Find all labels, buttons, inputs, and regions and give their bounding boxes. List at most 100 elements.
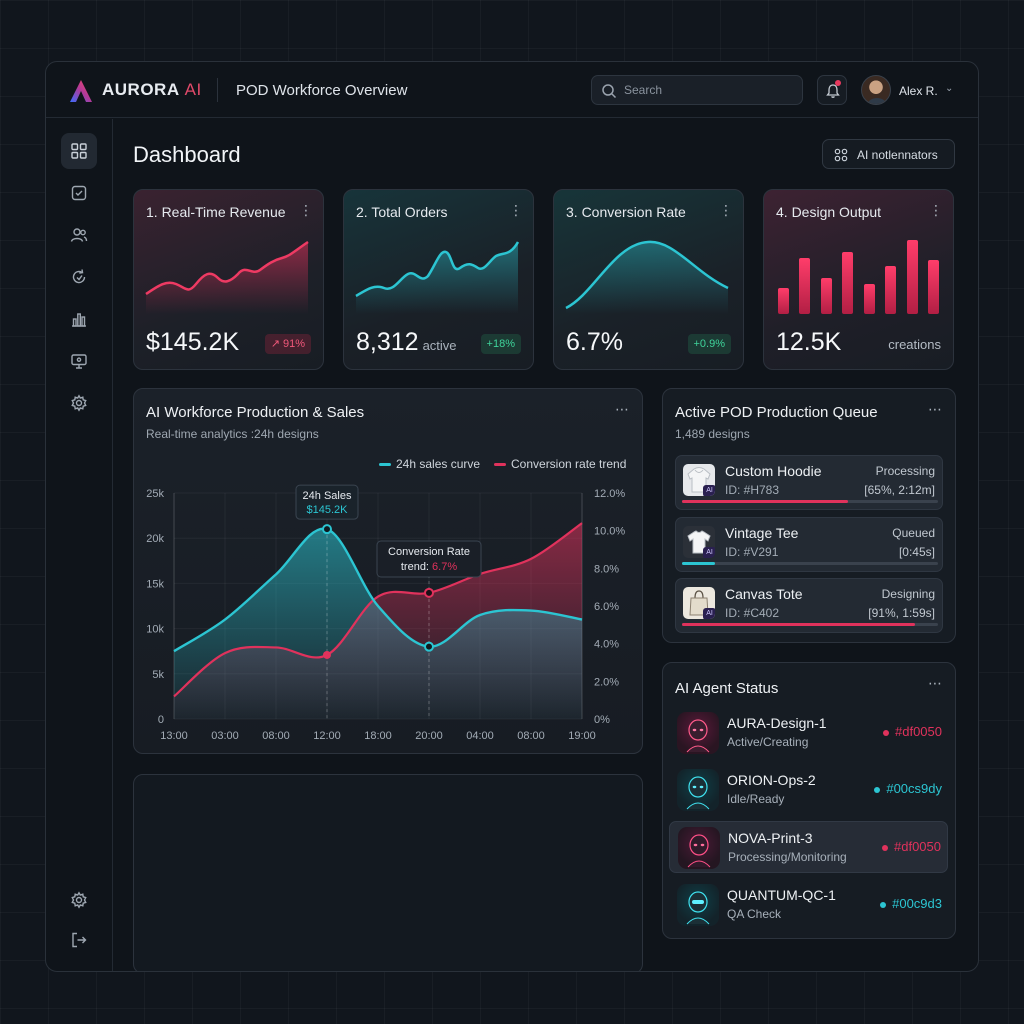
page-title: POD Workforce Overview bbox=[236, 82, 408, 99]
sidebar-item-settings[interactable] bbox=[61, 385, 97, 421]
y-tick-label-right: 12.0% bbox=[594, 488, 625, 500]
settings-icon bbox=[71, 891, 87, 909]
x-tick-label: 12:00 bbox=[313, 730, 341, 742]
more-horizontal-icon[interactable]: ⋯ bbox=[615, 401, 630, 417]
user-avatar[interactable] bbox=[861, 75, 891, 105]
sales-line bbox=[173, 527, 583, 653]
conversion-line bbox=[173, 522, 583, 698]
x-tick-label: 13:00 bbox=[160, 730, 188, 742]
queue-item[interactable]: AI Canvas Tote ID: #C402 Designing [91%,… bbox=[675, 578, 943, 633]
x-tick-label: 03:00 bbox=[211, 730, 239, 742]
sidebar-item-team[interactable] bbox=[61, 217, 97, 253]
conversion-tooltip bbox=[376, 540, 482, 578]
kpi-unit: creations bbox=[888, 337, 941, 352]
kpi-badge: ↗ 91% bbox=[264, 334, 311, 354]
legend-sales: 24h sales curve bbox=[379, 457, 480, 471]
agent-row[interactable]: AURA-Design-1 Active/Creating #df0050 bbox=[669, 707, 948, 759]
agent-status-panel: AI Agent Status ⋯ AURA-Design-1 Active/C… bbox=[662, 662, 956, 939]
sidebar-item-dashboard[interactable] bbox=[61, 133, 97, 169]
grid-icon bbox=[71, 143, 87, 159]
y-tick-label-right: 4.0% bbox=[594, 639, 619, 651]
y-tick-label-left: 15k bbox=[146, 578, 164, 590]
logout-icon bbox=[72, 932, 87, 948]
y-tick-label-right: 8.0% bbox=[594, 563, 619, 575]
production-sales-chart: 25k 20k 15k 10k 5k 0 12.0% 10.0% 8.0% 6.0% 4.0% 2.0… bbox=[146, 484, 625, 742]
sales-tooltip bbox=[295, 484, 359, 520]
kpi-value-number: 8,312 bbox=[356, 328, 419, 356]
x-tick-label: 04:00 bbox=[466, 730, 494, 742]
sidebar-bottom-settings[interactable] bbox=[61, 882, 97, 918]
kpi-card-revenue[interactable]: 1. Real-Time Revenue ⋮ $145.2K ↗ 91% bbox=[133, 189, 324, 370]
x-tick-label: 19:00 bbox=[568, 730, 596, 742]
panel-title: Active POD Production Queue bbox=[675, 404, 878, 421]
queue-item-id: ID: #H783 bbox=[725, 483, 780, 497]
queue-item[interactable]: AI Vintage Tee ID: #V291 Queued [0:45s] bbox=[675, 517, 943, 572]
more-vertical-icon[interactable]: ⋮ bbox=[929, 202, 943, 218]
aurora-logo-icon bbox=[70, 80, 92, 102]
search-box[interactable] bbox=[591, 75, 803, 105]
legend-label: 24h sales curve bbox=[396, 457, 481, 471]
agent-code-text: #00c9d3 bbox=[892, 896, 942, 911]
queue-item[interactable]: AI Custom Hoodie ID: #H783 Processing [6… bbox=[675, 455, 943, 510]
legend-conversion: Conversion rate trend bbox=[494, 457, 626, 471]
robot-avatar-icon bbox=[677, 712, 719, 754]
more-vertical-icon[interactable]: ⋮ bbox=[719, 202, 733, 218]
checklist-icon bbox=[71, 185, 87, 201]
y-tick-label-left: 20k bbox=[146, 533, 164, 545]
kpi-value-sub: active bbox=[422, 338, 457, 353]
more-horizontal-icon[interactable]: ⋯ bbox=[928, 401, 943, 417]
more-horizontal-icon[interactable]: ⋯ bbox=[928, 675, 943, 691]
status-dot bbox=[882, 844, 888, 851]
legend-swatch bbox=[494, 463, 506, 467]
kpi-card-orders[interactable]: 2. Total Orders ⋮ 8,312 active +18% bbox=[343, 189, 534, 370]
y-tick-label-right: 2.0% bbox=[594, 676, 619, 688]
agent-code: #00c9d3 bbox=[880, 896, 942, 911]
orders-sparkline bbox=[355, 241, 520, 314]
sidebar-item-tasks[interactable] bbox=[61, 175, 97, 211]
kpi-value: 8,312 active bbox=[356, 328, 457, 357]
sales-tooltip-value: $145.2K bbox=[307, 504, 349, 516]
queue-item-id: ID: #V291 bbox=[725, 545, 779, 559]
sidebar-item-monitor[interactable] bbox=[61, 343, 97, 379]
kpi-card-design-output[interactable]: 4. Design Output ⋮ 12.5K creations bbox=[763, 189, 954, 370]
ai-tag: AI bbox=[703, 547, 715, 558]
queue-item-meta: [0:45s] bbox=[898, 545, 935, 559]
dashboard-title: Dashboard bbox=[133, 142, 241, 167]
more-vertical-icon[interactable]: ⋮ bbox=[299, 202, 313, 218]
status-dot bbox=[880, 901, 887, 908]
agent-row[interactable]: QUANTUM-QC-1 QA Check #00c9d3 bbox=[669, 879, 948, 931]
robot-face-icon bbox=[686, 776, 710, 810]
y-tick-label-left: 25k bbox=[146, 488, 164, 500]
sidebar-logout[interactable] bbox=[61, 922, 97, 958]
sales-tooltip-title: 24h Sales bbox=[303, 490, 352, 502]
sidebar-item-sync[interactable] bbox=[61, 259, 97, 295]
x-tick-label: 08:00 bbox=[262, 730, 290, 742]
agent-row[interactable]: ORION-Ops-2 Idle/Ready #00cs9dy bbox=[669, 764, 948, 816]
kpi-card-conversion[interactable]: 3. Conversion Rate ⋮ 6.7% +0.9% bbox=[553, 189, 744, 370]
grid-small-icon bbox=[834, 148, 848, 162]
progress-fill bbox=[682, 500, 849, 503]
notifications-button[interactable] bbox=[817, 75, 847, 105]
agent-name: QUANTUM-QC-1 bbox=[727, 887, 836, 903]
agent-state: QA Check bbox=[727, 907, 782, 921]
user-name[interactable]: Alex R. bbox=[899, 84, 938, 98]
agent-name: AURA-Design-1 bbox=[727, 715, 827, 731]
conversion-tooltip-title: Conversion Rate bbox=[388, 546, 470, 558]
more-vertical-icon[interactable]: ⋮ bbox=[509, 202, 523, 218]
kpi-value: 12.5K bbox=[776, 328, 842, 356]
sales-area bbox=[174, 528, 582, 719]
ai-tag: AI bbox=[703, 485, 715, 496]
panel-subtitle: Real-time analytics :24h designs bbox=[146, 427, 319, 441]
agent-row-selected[interactable]: NOVA-Print-3 Processing/Monitoring #df00… bbox=[669, 821, 948, 873]
conversion-point bbox=[323, 650, 331, 659]
ai-notifications-button[interactable]: AI notlennators bbox=[822, 139, 955, 169]
sidebar-item-analytics[interactable] bbox=[61, 301, 97, 337]
agent-code: #df0050 bbox=[882, 839, 941, 854]
robot-face-icon bbox=[686, 891, 710, 925]
chevron-down-icon[interactable]: ⌄ bbox=[945, 83, 954, 94]
y-tick-label-right: 10.0% bbox=[594, 526, 625, 538]
legend-swatch bbox=[379, 463, 391, 467]
search-input[interactable] bbox=[624, 81, 794, 99]
